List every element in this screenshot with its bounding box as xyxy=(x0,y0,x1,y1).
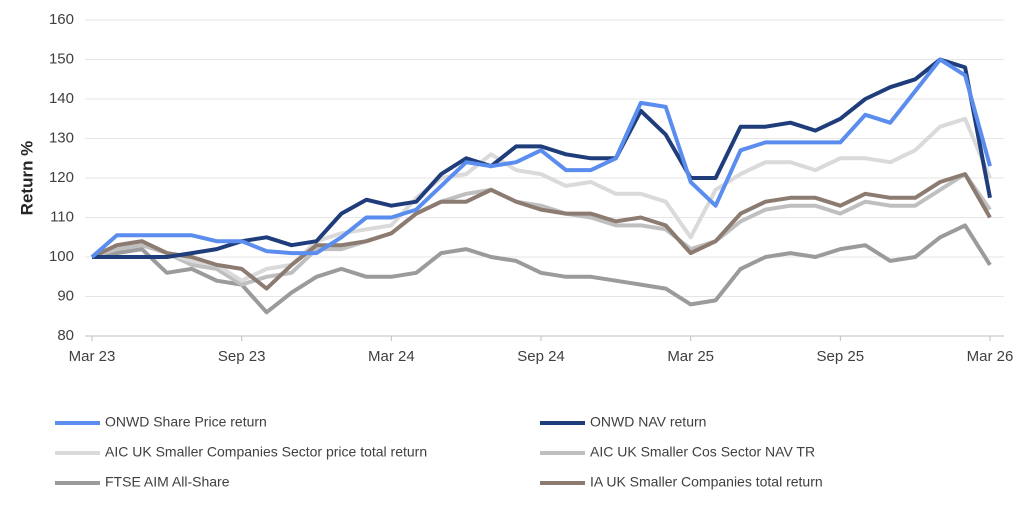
y-tick-label: 140 xyxy=(49,90,74,107)
x-tick-label: Mar 23 xyxy=(69,348,116,365)
x-tick-label: Mar 26 xyxy=(967,348,1014,365)
y-tick-label: 120 xyxy=(49,169,74,186)
grid: 80 90 100 110 120 130 140 150 160 Mar 23 Sep 23 Mar… xyxy=(49,11,1013,365)
y-tick-label: 90 xyxy=(57,287,74,304)
legend-label: AIC UK Smaller Companies Sector price to… xyxy=(105,444,427,460)
y-tick-label: 110 xyxy=(50,208,74,225)
y-tick-label: 100 xyxy=(49,248,74,265)
plot xyxy=(90,57,992,315)
legend: ONWD Share Price return ONWD NAV return AI… xyxy=(55,414,823,490)
legend-label: ONWD NAV return xyxy=(590,414,706,430)
y-tick-label: 150 xyxy=(49,50,74,67)
y-tick-label: 130 xyxy=(49,129,74,146)
legend-label: ONWD Share Price return xyxy=(105,414,267,430)
legend-label: AIC UK Smaller Cos Sector NAV TR xyxy=(590,444,815,460)
series-line xyxy=(91,223,992,315)
series-line xyxy=(91,172,992,287)
x-tick-label: Mar 24 xyxy=(368,348,415,365)
legend-label: FTSE AIM All-Share xyxy=(105,474,230,490)
x-tick-label: Mar 25 xyxy=(667,348,714,365)
series-line xyxy=(91,116,992,283)
y-tick-label: 160 xyxy=(49,11,74,28)
y-tick-label: 80 xyxy=(57,327,74,344)
series-line xyxy=(90,57,992,259)
x-tick-label: Sep 23 xyxy=(218,348,266,365)
x-tick-label: Sep 25 xyxy=(817,348,865,365)
x-tick-label: Sep 24 xyxy=(517,348,565,365)
y-axis-label: Return % xyxy=(17,141,36,216)
legend-label: IA UK Smaller Companies total return xyxy=(590,474,823,490)
series-line xyxy=(91,172,992,291)
